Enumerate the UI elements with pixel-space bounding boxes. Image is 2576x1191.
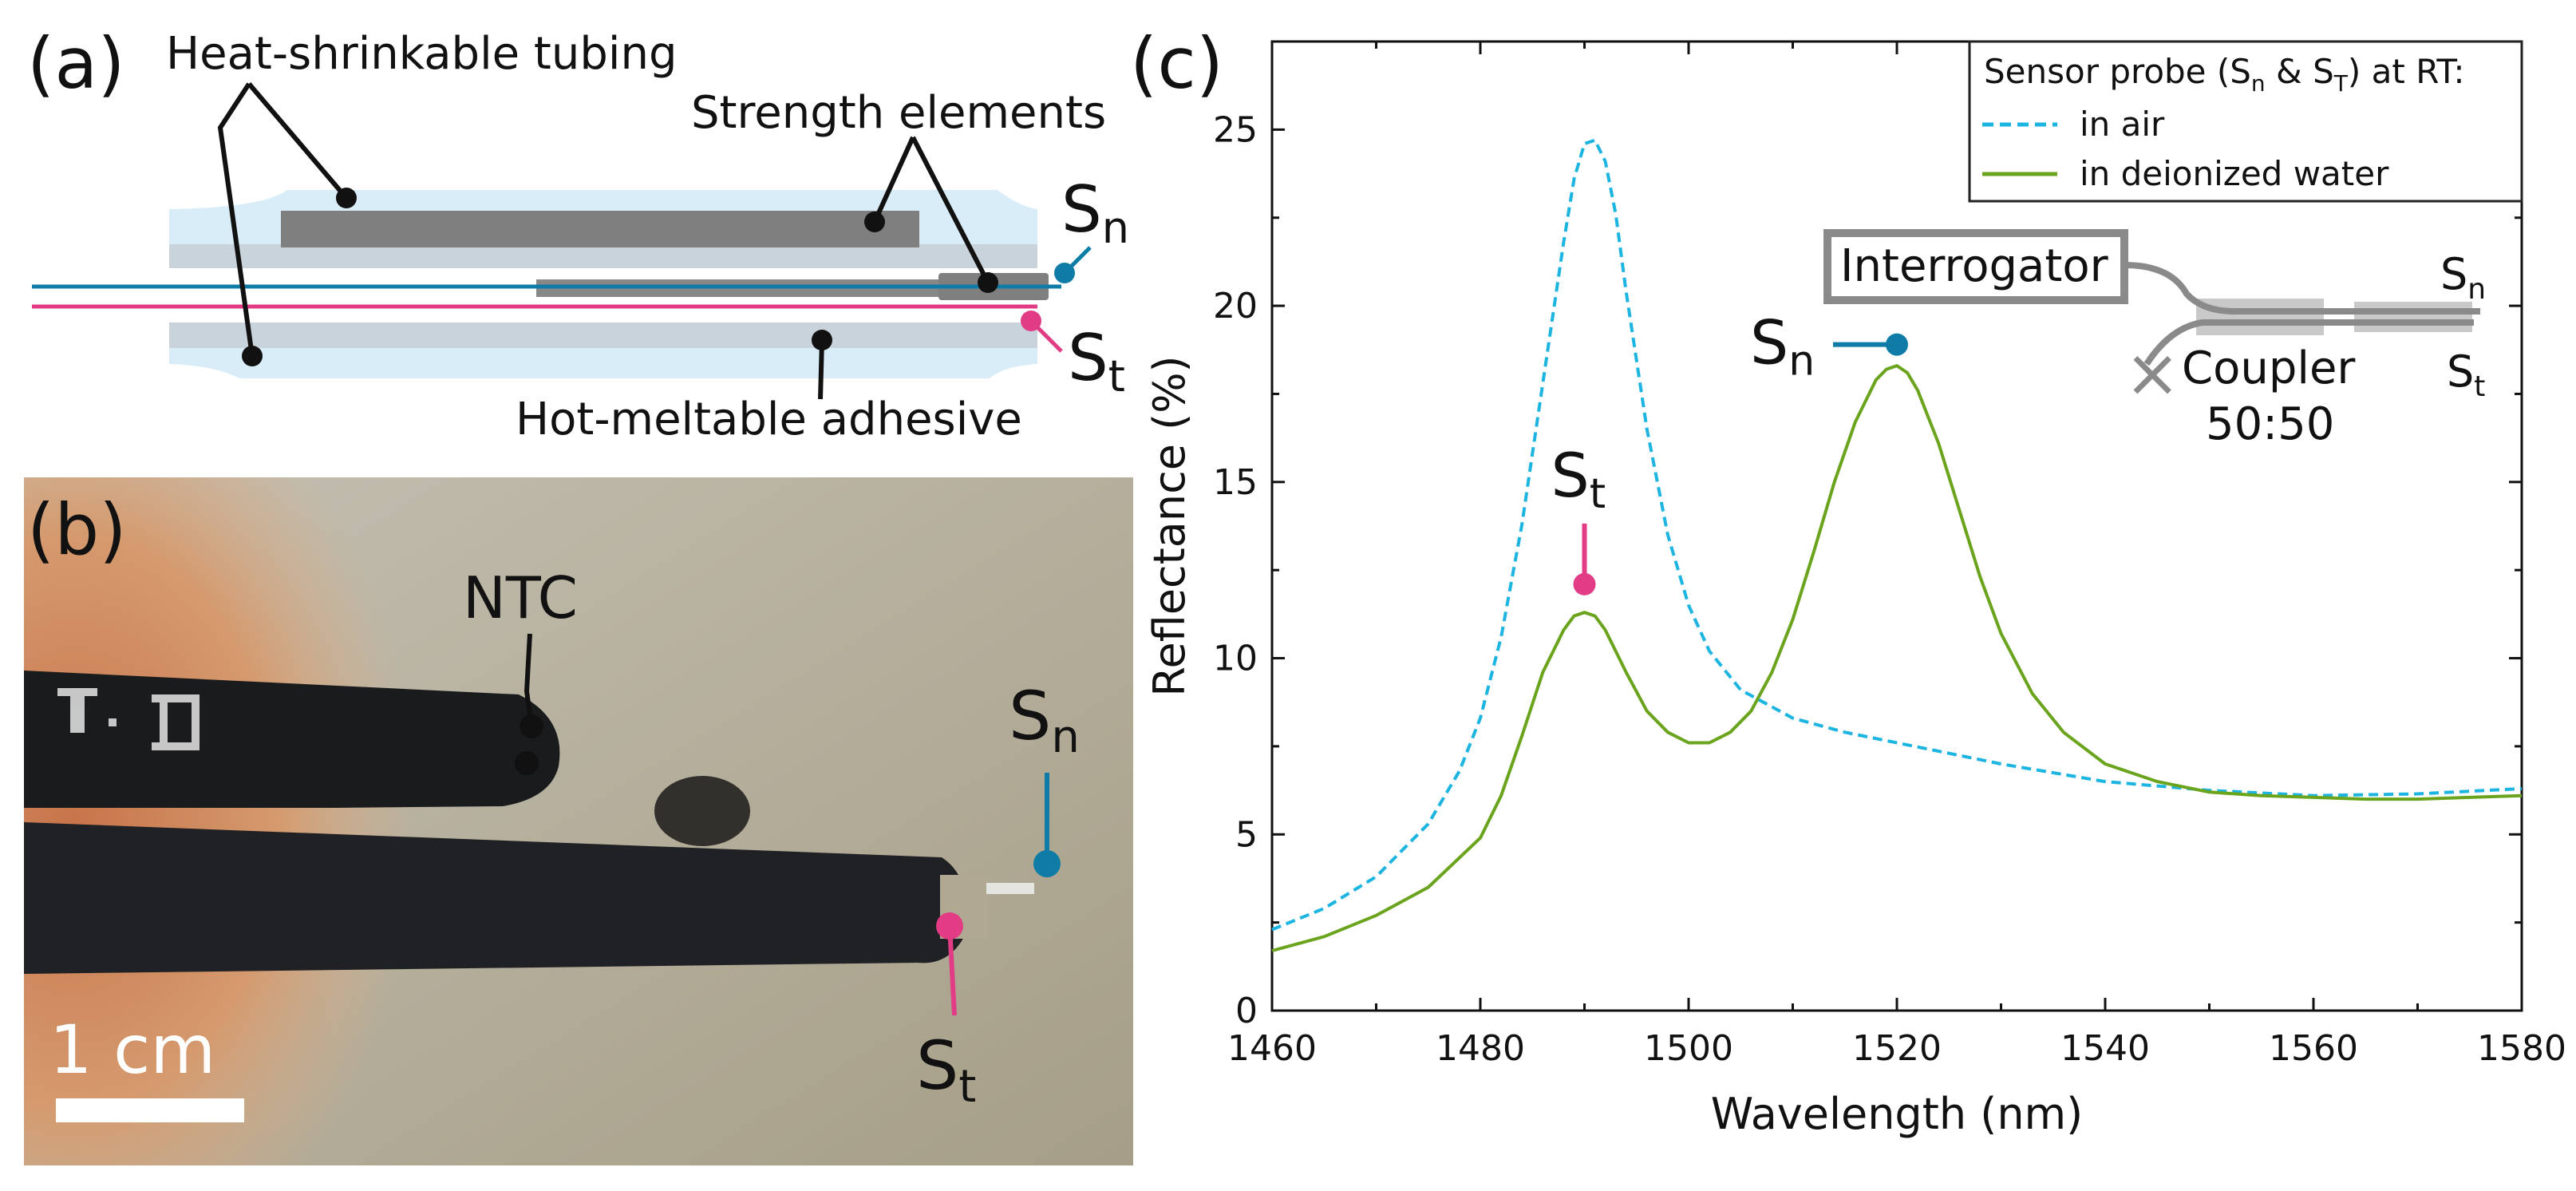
- st-marker-dot: [1573, 572, 1596, 596]
- legend: Sensor probe (Sn & ST) at RT: in air in …: [1968, 40, 2523, 203]
- x-axis-label: Wavelength (nm): [1711, 1089, 2083, 1139]
- panel-b-letter: (b): [27, 489, 127, 571]
- strength-element-top: [281, 211, 919, 247]
- scale-label: 1 cm: [49, 1011, 215, 1089]
- x-tick-label: 1520: [1852, 1028, 1942, 1069]
- st-marker-a: [1021, 311, 1041, 331]
- inset-st: St: [2447, 346, 2485, 403]
- coupler-label: Coupler: [2182, 342, 2356, 394]
- fiber-tip: [986, 883, 1034, 894]
- sn-marker-b: [1033, 850, 1061, 877]
- label-ntc: NTC: [463, 564, 578, 631]
- st-marker-b: [936, 912, 963, 940]
- legend-title: Sensor probe (Sn & ST) at RT:: [1984, 52, 2465, 97]
- label-st-b: St: [916, 1027, 976, 1113]
- sn-marker-dot: [1886, 333, 1908, 356]
- scale-bar: [56, 1098, 244, 1122]
- y-tick-label: 10: [1213, 639, 1258, 679]
- series-line-water: [1271, 364, 2523, 952]
- tubing-lower: [169, 348, 1037, 378]
- y-tick-label: 20: [1213, 286, 1258, 326]
- sn-marker-label: Sn: [1750, 307, 1815, 386]
- st-marker-label: St: [1551, 440, 1606, 518]
- legend-air-label: in air: [2080, 105, 2165, 144]
- hole: [654, 776, 750, 846]
- label-adhesive: Hot-meltable adhesive: [516, 394, 1022, 445]
- x-tick-label: 1500: [1644, 1028, 1733, 1069]
- label-sn-b: Sn: [1009, 677, 1080, 763]
- y-tick-label: 5: [1235, 814, 1258, 855]
- x-tick-label: 1540: [2060, 1028, 2150, 1069]
- chart: 1460 1480 1500 1520 1540 1560 15800510152025Wa…: [1144, 40, 2566, 1139]
- label-strength: Strength elements: [691, 87, 1106, 139]
- legend-water-label: in deionized water: [2080, 154, 2389, 193]
- coupler-ratio: 50:50: [2206, 398, 2334, 450]
- x-tick-label: 1560: [2269, 1028, 2358, 1069]
- adhesive-lower: [169, 322, 1037, 348]
- label-sn-a: Sn: [1061, 172, 1129, 253]
- interrogator-label: Interrogator: [1840, 240, 2109, 292]
- finger: [24, 477, 514, 1165]
- x-tick-label: 1480: [1436, 1028, 1525, 1069]
- label-st-a: St: [1068, 321, 1125, 402]
- panel-c-letter: (c): [1130, 22, 1223, 105]
- panel-b: (b) NTC Sn St 1 cm: [24, 477, 1133, 1165]
- sensor-cable: [24, 822, 967, 974]
- inset-sn: Sn: [2440, 249, 2486, 306]
- series-line-air: [1271, 138, 2523, 932]
- label-tubing: Heat-shrinkable tubing: [166, 28, 678, 80]
- panel-a: (a) Heat-shrinka: [27, 22, 1129, 445]
- x-tick-label: 1460: [1227, 1028, 1317, 1069]
- y-tick-label: 25: [1213, 109, 1258, 150]
- y-tick-label: 0: [1235, 991, 1258, 1031]
- panel-c: (c) 1460 1480 1500 1520 1540 1560 158005101520…: [1130, 22, 2566, 1139]
- coupler-body: [2196, 299, 2324, 335]
- terminated-port-icon: ×: [2124, 334, 2180, 412]
- adhesive-upper: [169, 244, 1037, 268]
- ntc-cable: [24, 671, 560, 808]
- y-axis-label: Reflectance (%): [1144, 355, 1195, 696]
- legend-box: [1968, 40, 2523, 203]
- y-tick-label: 15: [1213, 462, 1258, 503]
- inset-schematic: Interrogator × Coupler 50:50 Sn St: [1823, 229, 2486, 450]
- sn-marker-a: [1054, 263, 1075, 283]
- panel-a-letter: (a): [27, 22, 125, 105]
- x-tick-label: 1580: [2477, 1028, 2566, 1069]
